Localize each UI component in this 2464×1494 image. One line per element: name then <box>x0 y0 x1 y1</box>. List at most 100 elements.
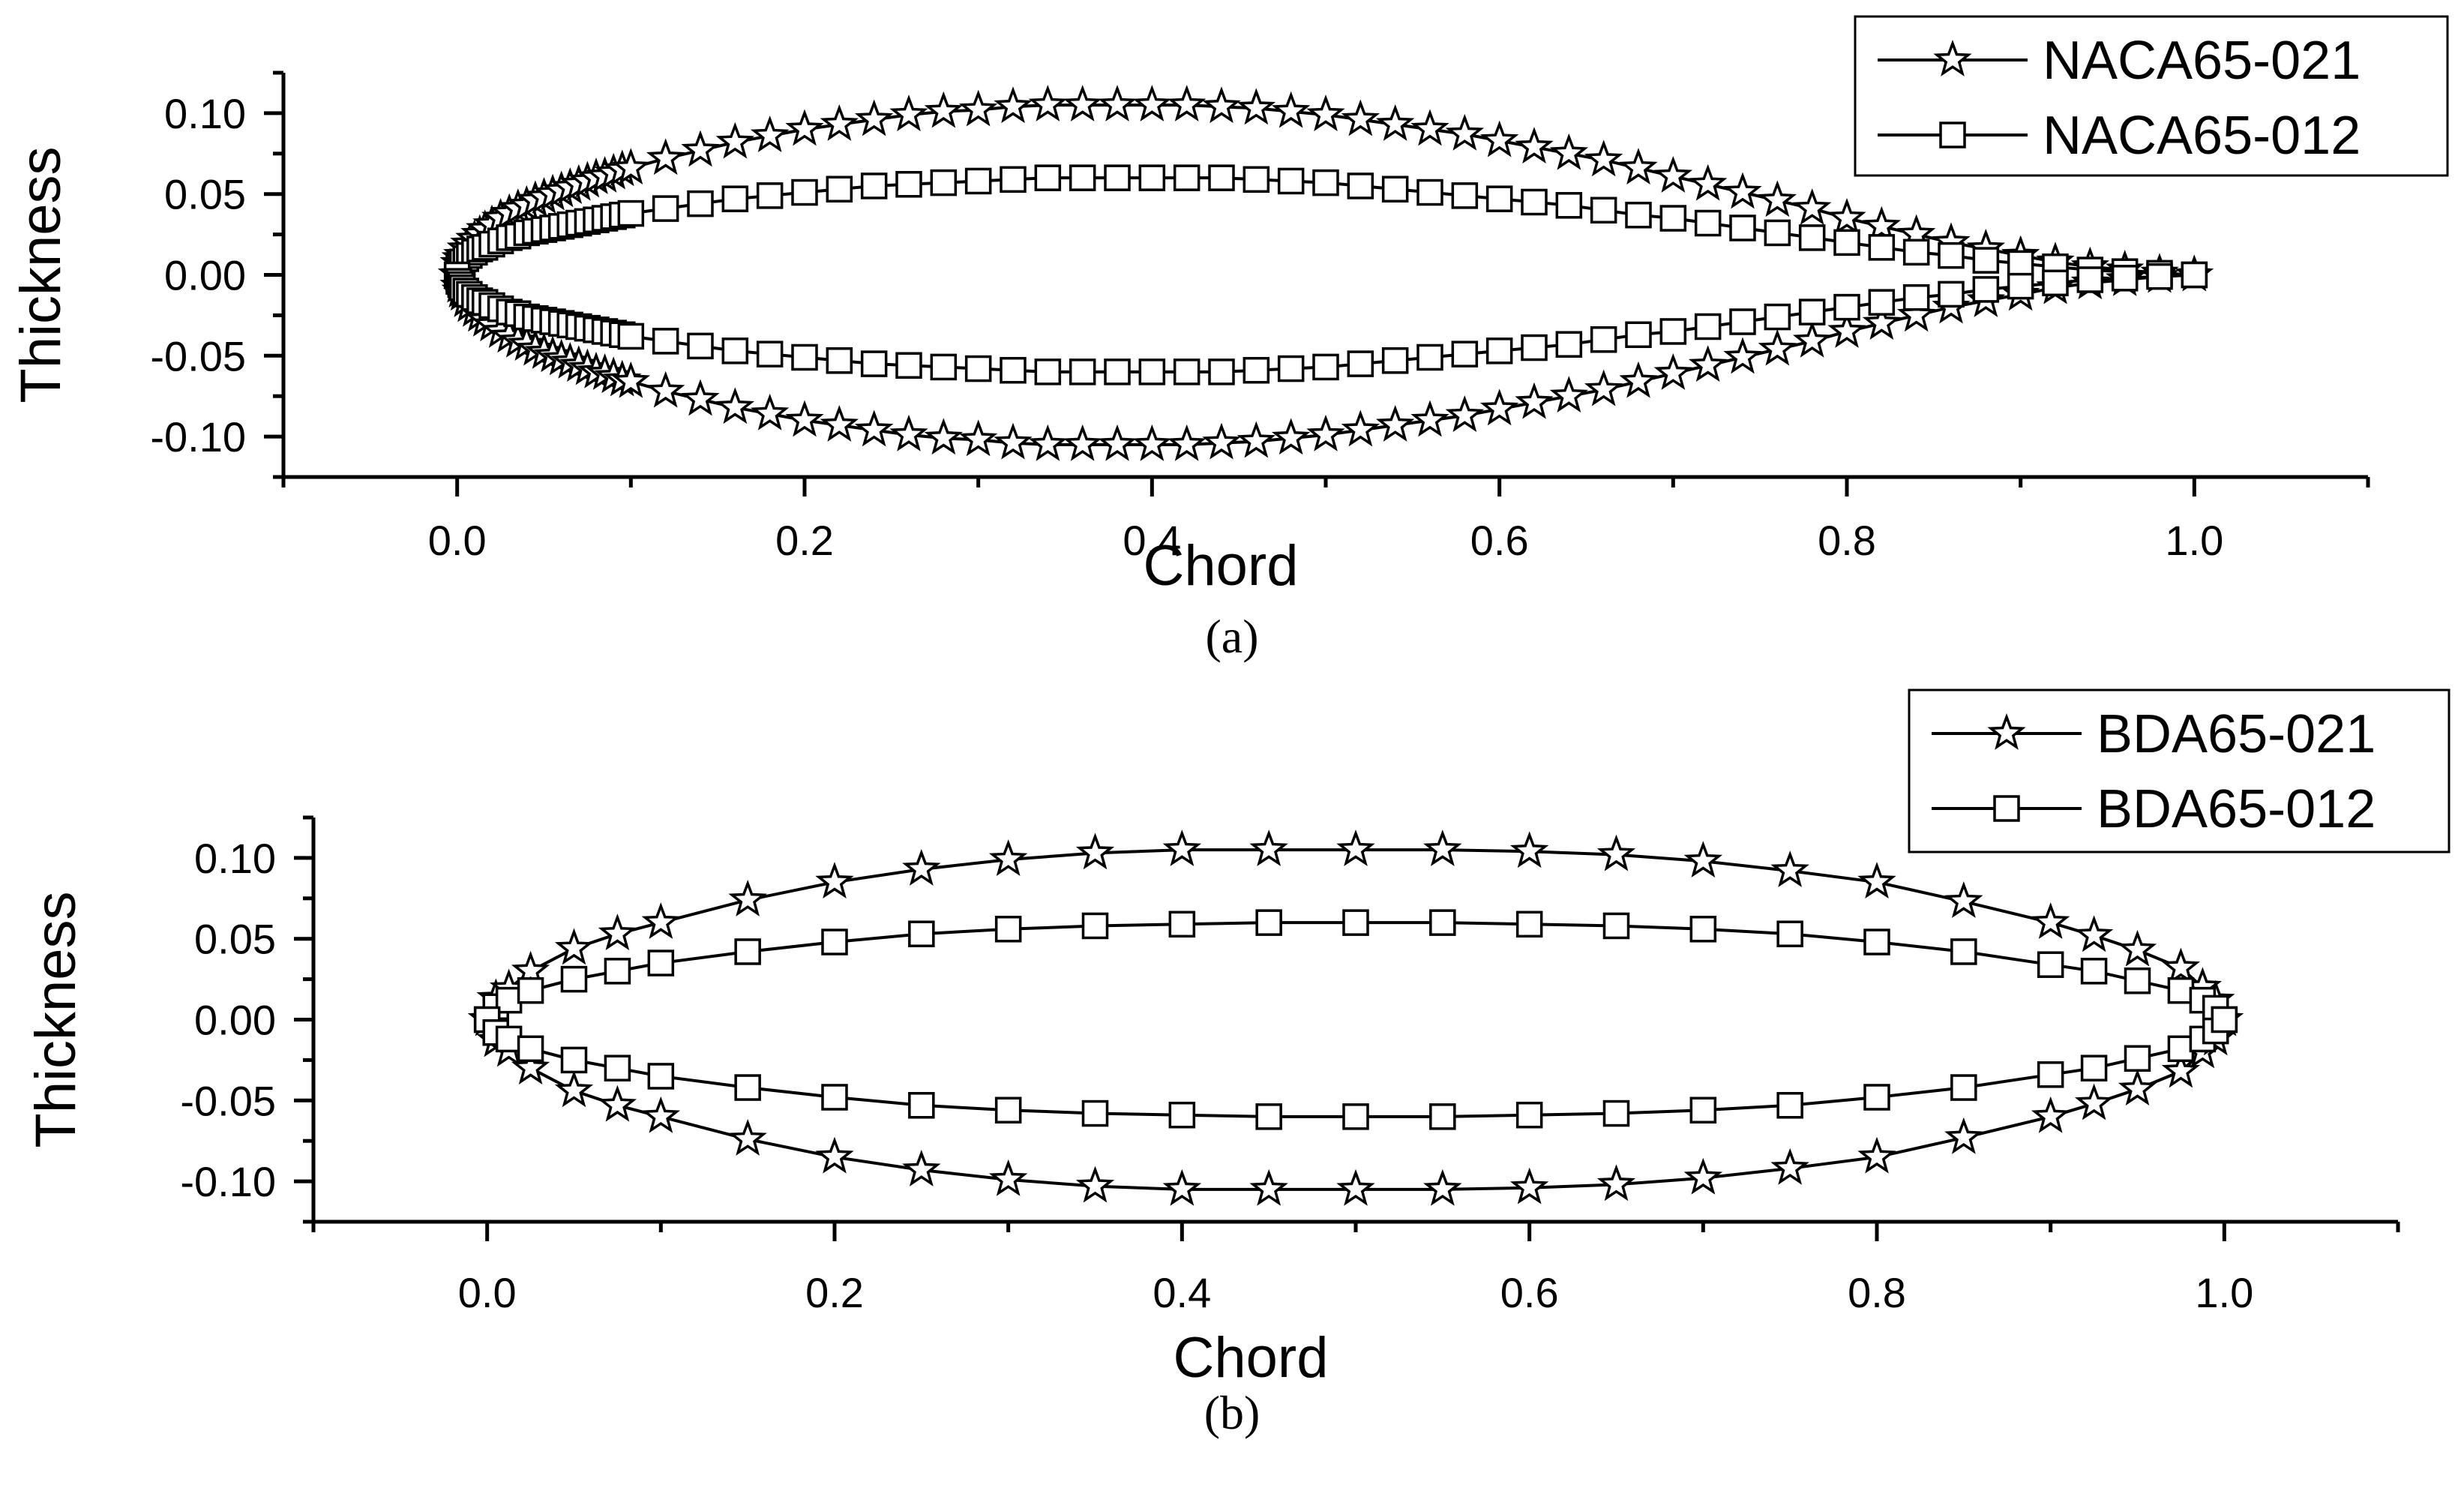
y-tick-label: -0.10 <box>150 413 246 460</box>
data-point <box>1347 350 1374 377</box>
data-point <box>1868 289 1896 316</box>
data-point <box>734 938 761 965</box>
data-point <box>728 1118 767 1156</box>
x-axis-title: Chord <box>1144 534 1299 598</box>
data-point <box>1063 424 1102 461</box>
y-tick-label: -0.05 <box>150 332 246 380</box>
legend-star-marker <box>1933 39 1972 76</box>
data-point <box>902 849 941 886</box>
data-point <box>517 1035 544 1063</box>
x-tick-label: 1.0 <box>2165 517 2223 564</box>
legend: BDA65-021 BDA65-012 <box>1908 688 2451 854</box>
data-point <box>1950 1074 1977 1101</box>
data-point <box>1208 358 1235 386</box>
data-point <box>930 169 958 196</box>
panel-caption: (a) <box>1205 610 1258 663</box>
data-point <box>1342 1103 1369 1130</box>
data-point <box>1625 321 1652 349</box>
data-point <box>734 1074 761 1101</box>
data-point <box>791 178 818 206</box>
data-point <box>1857 1136 1896 1174</box>
data-point <box>924 91 964 128</box>
data-point <box>1034 164 1062 191</box>
legend-label: NACA65-021 <box>2043 31 2361 91</box>
data-point <box>1069 358 1096 386</box>
data-point <box>964 355 992 382</box>
data-point <box>1596 1164 1636 1202</box>
data-point <box>604 1054 631 1082</box>
data-point <box>924 418 964 455</box>
y-tick-label: 0.05 <box>164 171 246 218</box>
x-tick-label: 0.6 <box>1470 517 1529 564</box>
data-point <box>1381 347 1409 374</box>
data-point <box>2118 1069 2157 1106</box>
data-point <box>1075 832 1115 870</box>
data-point <box>1602 1100 1630 1127</box>
data-point <box>988 839 1028 876</box>
data-point <box>1255 909 1282 936</box>
data-point <box>1167 424 1207 461</box>
data-point <box>750 393 790 430</box>
data-point <box>1168 1101 1196 1129</box>
data-point <box>1515 910 1543 938</box>
y-tick-label: -0.10 <box>180 1158 276 1205</box>
data-point <box>815 862 854 899</box>
data-point <box>652 195 679 222</box>
data-point <box>820 405 859 442</box>
data-point <box>1863 1084 1890 1111</box>
data-point <box>2007 250 2034 278</box>
data-point <box>1098 424 1137 461</box>
data-point <box>785 400 824 437</box>
data-point <box>988 1159 1028 1196</box>
data-point <box>1312 353 1339 381</box>
data-point <box>908 1092 935 1119</box>
data-point <box>2167 1035 2195 1063</box>
data-point <box>1375 104 1415 141</box>
data-point <box>1694 209 1722 237</box>
data-point <box>1485 338 1513 364</box>
data-point <box>1255 1103 1282 1130</box>
data-point <box>1168 910 1196 938</box>
data-point <box>2074 915 2114 952</box>
legend-square-marker <box>1939 122 1966 148</box>
series-line-lower <box>486 1018 2226 1118</box>
data-point <box>1341 99 1380 136</box>
y-tick-label: -0.05 <box>180 1077 276 1124</box>
data-point <box>2118 929 2157 967</box>
data-point <box>1683 841 1723 878</box>
data-point <box>2181 261 2208 289</box>
data-point <box>1410 109 1449 146</box>
data-point <box>1479 388 1519 426</box>
data-point <box>815 1136 854 1174</box>
data-point <box>1659 205 1687 232</box>
chart-panel-a: 0.0 0.2 0.4 0.6 0.8 1.0 -0.10 -0.05 0.00 0.05 0.10… <box>9 15 2449 663</box>
data-point <box>1584 369 1623 406</box>
data-point <box>1868 234 1896 261</box>
data-point <box>495 986 523 1014</box>
data-point <box>1862 206 1902 243</box>
data-point <box>1336 830 1375 866</box>
data-point <box>1857 862 1896 899</box>
y-tick-label: 0.10 <box>194 835 276 882</box>
data-point <box>646 138 685 176</box>
x-tick-label: 0.0 <box>428 517 487 564</box>
data-point <box>902 1150 941 1186</box>
data-point <box>1509 1167 1549 1204</box>
data-point <box>495 1025 523 1053</box>
data-point <box>1347 172 1374 200</box>
data-point <box>1688 164 1728 201</box>
data-point <box>1138 164 1166 191</box>
data-point <box>994 916 1022 943</box>
data-point <box>1555 331 1583 358</box>
data-point <box>958 89 998 127</box>
x-tick-label: 0.6 <box>1500 1269 1559 1316</box>
x-tick-label: 0.4 <box>1123 517 1181 564</box>
data-point <box>930 353 958 381</box>
data-point <box>1938 280 1965 308</box>
data-point <box>854 410 894 447</box>
data-point <box>1653 353 1693 390</box>
data-point <box>646 370 685 408</box>
series-line-upper <box>486 921 2226 1021</box>
data-point <box>1381 176 1409 202</box>
data-point <box>2080 958 2108 985</box>
